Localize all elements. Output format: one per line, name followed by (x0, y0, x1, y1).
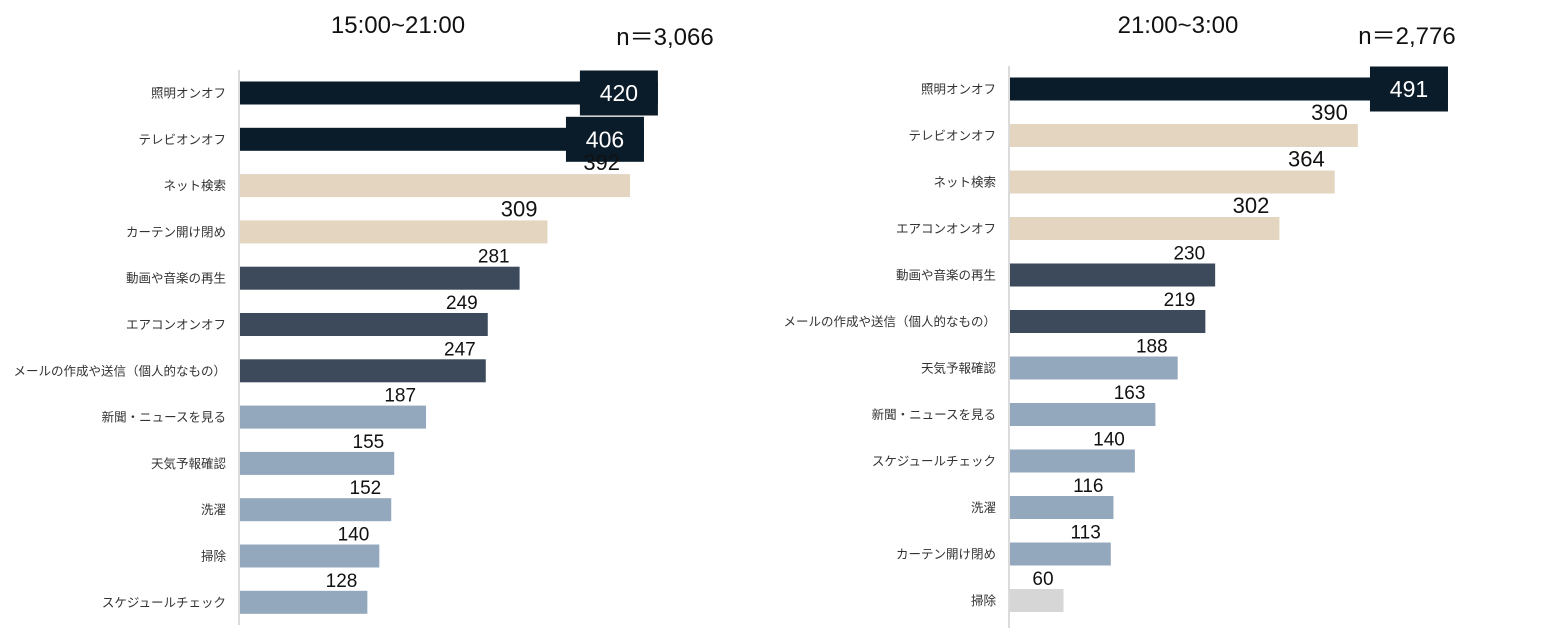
data-label: 247 (444, 339, 476, 360)
data-label-box (1369, 66, 1448, 112)
bar (1010, 449, 1135, 473)
data-label: 491 (1390, 76, 1428, 102)
bar (240, 590, 368, 614)
chart-panel-evening: 15:00~21:00 n＝3,066 照明オンオフ 420 テレビオンオフ 406 ネ… (13, 12, 714, 625)
category-label: 新聞・ニュースを見る (102, 410, 226, 425)
bar (1010, 77, 1448, 101)
category-label: 天気予報確認 (151, 456, 227, 471)
bar (1010, 170, 1335, 194)
bar (240, 220, 548, 244)
data-label: 406 (586, 126, 624, 152)
category-label: メールの作成や送信（個人的なもの） (13, 363, 226, 378)
data-label: 128 (326, 571, 358, 592)
bar (240, 81, 658, 105)
data-label: 116 (1073, 476, 1103, 497)
data-label: 230 (1173, 244, 1205, 265)
data-label-box (579, 70, 658, 116)
category-label: 新聞・ニュースを見る (872, 407, 996, 422)
bar (240, 405, 427, 429)
bar (1010, 496, 1114, 519)
data-label: 155 (353, 432, 385, 453)
category-label: 洗濯 (201, 502, 226, 517)
category-label: 照明オンオフ (921, 82, 996, 97)
data-label-box (565, 116, 644, 162)
bar (240, 359, 486, 383)
bar (240, 451, 395, 475)
category-label: メールの作成や送信（個人的なもの） (783, 314, 996, 329)
bar (1010, 356, 1178, 380)
category-label: テレビオンオフ (908, 128, 996, 143)
bar (240, 127, 644, 151)
bar (1010, 217, 1280, 240)
data-label: 219 (1164, 290, 1196, 311)
category-label: ネット検索 (163, 178, 226, 193)
category-label: 洗濯 (971, 500, 996, 515)
data-label: 140 (338, 525, 370, 546)
data-label: 392 (583, 150, 620, 175)
data-label: 249 (446, 293, 478, 314)
category-label: 動画や音楽の再生 (126, 271, 226, 286)
data-label: 302 (1233, 193, 1270, 218)
bar (240, 544, 380, 568)
category-label: 天気予報確認 (921, 361, 997, 376)
data-label: 60 (1032, 569, 1053, 590)
chart-title-night: 21:00~3:00 (1118, 12, 1239, 39)
data-label: 420 (600, 80, 638, 106)
category-label: 動画や音楽の再生 (896, 268, 996, 283)
category-label: スケジュールチェック (872, 454, 996, 469)
bar (1010, 124, 1358, 147)
sample-size-evening: n＝3,066 (616, 24, 713, 51)
bar (1010, 310, 1206, 333)
category-label: スケジュールチェック (102, 595, 226, 610)
data-label: 113 (1070, 523, 1100, 544)
data-label: 163 (1114, 383, 1146, 404)
bar (240, 313, 488, 336)
data-label: 188 (1136, 337, 1168, 358)
category-label: カーテン開け閉め (126, 224, 226, 239)
category-label: 掃除 (971, 593, 997, 608)
data-label: 364 (1288, 147, 1325, 172)
category-label: 掃除 (201, 549, 227, 564)
category-label: エアコンオンオフ (896, 221, 996, 236)
data-label: 281 (478, 247, 510, 268)
bar (240, 174, 631, 198)
bar (1010, 263, 1216, 287)
data-label: 390 (1311, 100, 1348, 125)
data-label: 152 (350, 478, 382, 499)
chart-title-evening: 15:00~21:00 (331, 12, 465, 39)
bar (240, 498, 392, 522)
category-label: カーテン開け閉め (896, 547, 996, 562)
chart-panel-night: 21:00~3:00 n＝2,776 照明オンオフ 491 テレビオンオフ 390 ネッ… (783, 12, 1456, 628)
data-label: 140 (1093, 430, 1125, 451)
bar (1010, 542, 1111, 566)
bar (1010, 589, 1064, 612)
sample-size-night: n＝2,776 (1358, 23, 1455, 50)
category-label: 照明オンオフ (151, 86, 226, 101)
category-label: ネット検索 (933, 175, 996, 190)
bar (240, 266, 520, 290)
data-label: 309 (501, 196, 538, 221)
bar (1010, 403, 1156, 426)
category-label: テレビオンオフ (138, 132, 226, 147)
category-label: エアコンオンオフ (126, 317, 226, 332)
data-label: 187 (384, 386, 416, 407)
